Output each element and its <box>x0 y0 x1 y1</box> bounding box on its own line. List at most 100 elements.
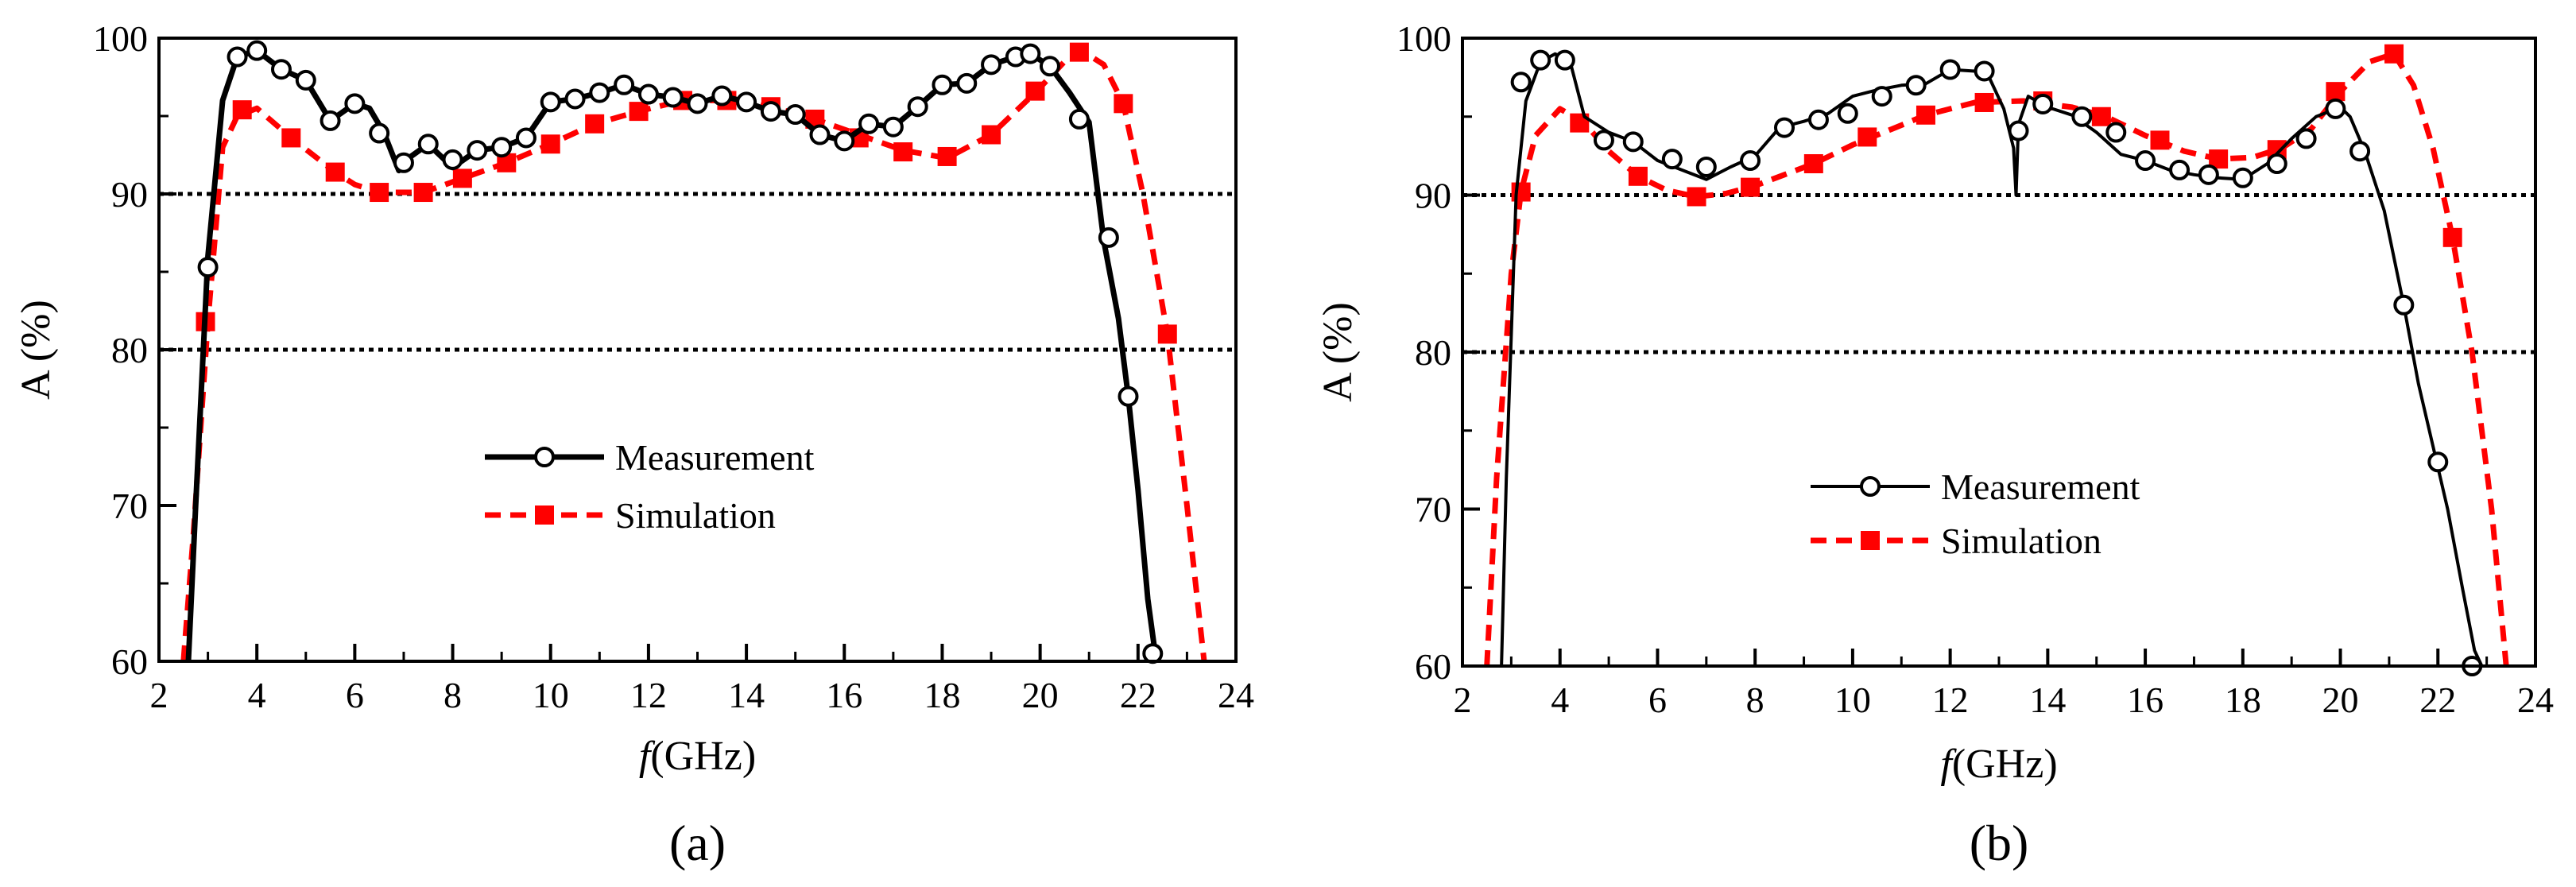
panel-b-x-tick-label: 2 <box>1454 680 1472 720</box>
panel-a-simulation-marker <box>1069 42 1089 62</box>
panel-a-measurement-marker <box>227 46 248 68</box>
panel-b-y-tick-label: 60 <box>1415 646 1451 687</box>
panel-b-simulation-marker <box>2326 82 2346 102</box>
panel-a-measurement-marker <box>614 74 635 95</box>
panel-a-measurement-marker <box>932 74 953 95</box>
panel-a-measurement-marker <box>295 69 316 91</box>
panel-a-simulation-marker <box>585 114 605 134</box>
panel-a-y-tick-label: 90 <box>111 174 148 215</box>
panel-b-x-tick-label: 16 <box>2127 680 2163 720</box>
panel-b-measurement-marker <box>1622 131 1644 153</box>
panel-a-measurement-marker <box>956 72 978 94</box>
panel-a-measurement-marker <box>540 91 561 113</box>
panel-a-measurement-marker <box>246 40 268 61</box>
panel-a-measurement-marker <box>491 137 513 158</box>
panel-a-measurement-marker <box>1020 43 1041 64</box>
panel-a-simulation-marker <box>893 142 913 162</box>
panel-a-y-tick-label: 60 <box>111 641 148 682</box>
panel-a-measurement-marker <box>320 110 341 131</box>
panel-b-legend-simulation-marker <box>1861 531 1880 550</box>
panel-b-x-tick-label: 12 <box>1932 680 1969 720</box>
panel-a-legend-simulation-marker <box>535 505 554 525</box>
panel-a-simulation-marker <box>325 162 345 182</box>
panel-a-measurement-marker <box>1068 108 1090 130</box>
panel-a-measurement-marker <box>882 116 904 138</box>
panel-a-x-tick-label: 20 <box>1022 675 1059 715</box>
panel-b-x-tick-label: 20 <box>2322 680 2359 720</box>
panel-b-measurement-marker <box>1939 59 1961 80</box>
panel-b-simulation-marker <box>1741 177 1761 197</box>
panel-a-measurement-marker <box>784 104 806 126</box>
panel-b-measurement-marker <box>1871 86 1892 107</box>
panel-a-measurement-marker <box>442 149 463 170</box>
panel-a-series <box>180 40 1207 664</box>
panel-a-simulation-marker <box>1114 94 1133 114</box>
panel-b-x-tick-label: 22 <box>2419 680 2456 720</box>
panel-b-measurement-marker <box>2169 159 2191 180</box>
panel-b-measurement-marker <box>2427 451 2449 473</box>
panel-b-simulation-marker <box>1687 187 1706 207</box>
panel-a-measurement-marker <box>736 91 757 113</box>
panel-a-simulation-marker <box>1025 81 1045 101</box>
panel-a-x-tick-label: 4 <box>248 675 266 715</box>
panel-a-x-tick-label: 14 <box>728 675 765 715</box>
panel-a-simulation-marker <box>452 168 472 188</box>
panel-a-measurement-marker <box>637 83 659 105</box>
panel-b-measurement-marker <box>1593 130 1614 151</box>
panel-a-simulation-marker <box>629 102 649 122</box>
panel-a-simulation-marker <box>540 134 560 154</box>
panel-b-measurement-marker <box>1837 103 1858 124</box>
panel-b-measurement-marker <box>2198 164 2219 185</box>
panel-b-measurement-marker <box>1774 117 1795 138</box>
panel-a-simulation-marker <box>937 146 957 166</box>
panel-b-x-tick-label: 24 <box>2517 680 2554 720</box>
panel-b-measurement-marker <box>2008 120 2029 141</box>
panel-a-measurement-line <box>185 48 1158 662</box>
panel-a-simulation-marker <box>370 183 389 203</box>
panel-b-measurement-marker <box>1905 75 1927 96</box>
panel-b-measurement-marker <box>2349 141 2371 162</box>
panel-b-measurement-marker <box>1807 109 1829 130</box>
panel-b-measurement-marker <box>2071 106 2093 127</box>
panel-b-measurement-marker <box>1554 49 1575 71</box>
panel-a-simulation-marker <box>982 125 1001 145</box>
panel-b-y-tick-label: 70 <box>1415 490 1451 530</box>
panel-b-simulation-marker <box>2384 44 2404 64</box>
panel-a-x-tick-label: 16 <box>826 675 862 715</box>
panel-a-measurement-marker <box>197 257 219 278</box>
panel-b-measurement-marker <box>2295 128 2317 149</box>
panel-a-measurement-marker <box>662 87 684 108</box>
panel-b-x-tick-label: 18 <box>2225 680 2261 720</box>
panel-a-measurement-marker <box>1098 227 1119 248</box>
panel-b-measurement-marker <box>1510 72 1532 93</box>
panel-a-legend-measurement-label: Measurement <box>615 437 815 478</box>
panel-a-legend: Measurement Simulation <box>485 437 815 536</box>
panel-b-measurement-marker <box>2135 150 2156 172</box>
panel-b-y-axis-label: A (%) <box>1315 302 1361 402</box>
panel-b-legend: Measurement Simulation <box>1811 467 2140 561</box>
panel-a-measurement-marker <box>369 122 390 144</box>
panel-b-simulation-marker <box>2442 227 2462 247</box>
panel-a-grid <box>159 192 1236 352</box>
panel-b-measurement-marker <box>1740 150 1761 172</box>
panel-a-measurement-marker <box>564 88 586 110</box>
panel-a-x-axis-label: f(GHz) <box>639 734 756 779</box>
panel-a-measurement-marker <box>687 93 708 114</box>
panel-b-measurement-marker <box>2032 93 2054 114</box>
panel-a-x-tick-label: 18 <box>924 675 960 715</box>
panel-a-x-tick-label: 10 <box>533 675 569 715</box>
panel-a-measurement-marker <box>589 82 610 103</box>
panel-b-y-tick-label: 80 <box>1415 332 1451 373</box>
panel-a-simulation-marker <box>413 183 433 203</box>
panel-b-grid <box>1462 193 2535 354</box>
panel-a-y-tick-label: 100 <box>93 18 148 59</box>
panel-b-y-tick-label: 90 <box>1415 176 1451 216</box>
panel-a-measurement-marker <box>711 85 733 107</box>
panel-b-legend-measurement-marker <box>1860 476 1881 497</box>
panel-b-label: (b) <box>1970 815 2029 871</box>
panel-a-label: (a) <box>669 815 726 871</box>
